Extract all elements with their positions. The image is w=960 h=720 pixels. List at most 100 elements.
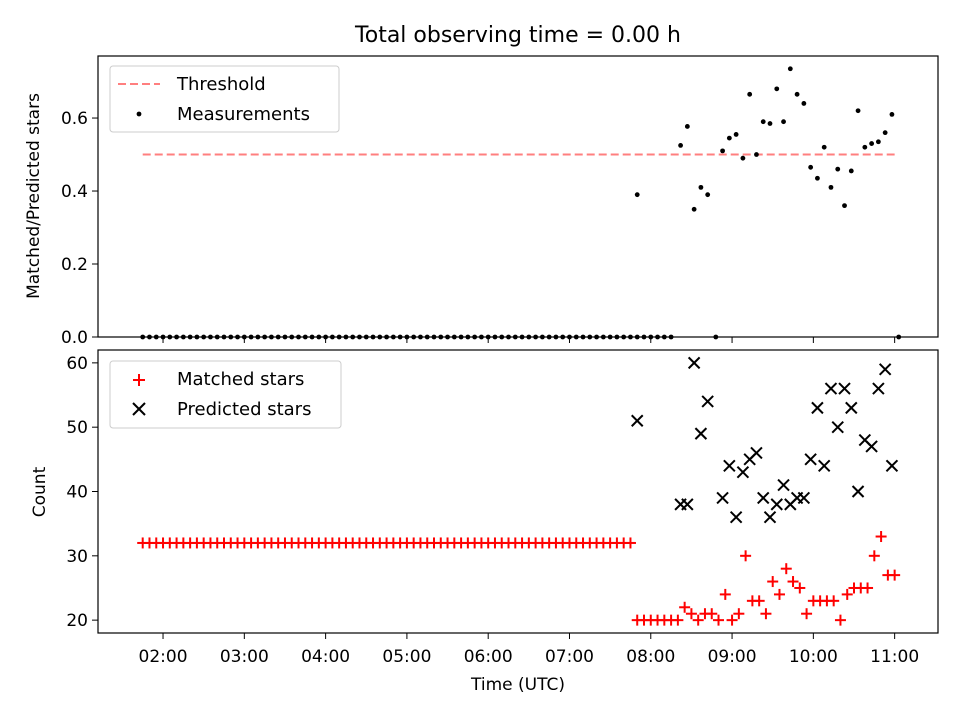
top-y-tick-label: 0.2 [61,255,88,275]
x-tick-label: 09:00 [708,647,757,667]
predicted-star-marker [631,414,644,427]
matched-star-marker [726,614,738,626]
top-legend: Threshold Measurements [109,65,340,133]
predicted-star-marker [817,459,831,472]
top-plot: 0.0 0.2 0.4 0.6 Matched/Predicted stars Thr… [24,55,939,348]
matched-star-marker [889,569,901,581]
legend-threshold-label: Threshold [176,74,266,95]
legend-measurements-label: Measurements [177,104,310,125]
measurement-point [815,175,820,181]
x-tick-label: 06:00 [464,647,513,667]
matched-star-marker [733,608,745,620]
measurement-point [875,139,881,145]
measurement-point [801,101,807,106]
measurement-point [747,91,753,97]
matched-star-marker [672,614,684,626]
legend-predicted-swatch [132,402,146,416]
measurement-point [787,66,793,72]
bottom-y-tick-label: 30 [66,547,88,567]
predicted-star-marker [736,465,750,479]
predicted-star-marker [777,478,790,492]
x-tick-label: 07:00 [545,647,594,667]
x-tick-label: 11:00 [870,647,919,667]
top-y-axis-label: Matched/Predicted stars [24,93,44,299]
matched-star-marker [780,563,792,575]
measurement-point [889,111,895,117]
predicted-star-marker [716,491,729,505]
predicted-star-marker [872,382,885,395]
measurement-point [781,119,786,125]
measurement-point [862,144,868,150]
matched-star-marker [862,582,874,594]
measurement-point [842,203,847,209]
matched-star-marker [794,582,806,594]
measurement-point [882,130,888,136]
measurement-point [774,86,780,92]
bottom-legend-box [109,360,342,429]
predicted-star-marker [811,401,824,415]
matched-star-marker [685,608,697,620]
measurement-point [740,155,746,161]
predicted-star-marker [865,440,878,453]
legend-predicted-label: Predicted stars [177,399,311,420]
matched-star-marker [787,576,799,588]
predicted-star-marker [757,491,770,505]
predicted-star-marker [824,382,838,395]
measurement-point [855,108,861,114]
x-tick-label: 05:00 [382,647,431,667]
predicted-star-marker [694,427,708,440]
bottom-y-tick-label: 60 [66,354,88,374]
predicted-star-marker [845,401,858,415]
measurement-point [678,143,683,148]
predicted-star-marker [687,356,701,370]
matched-star-marker [868,550,880,562]
predicted-star-marker [878,363,892,376]
chart-title: Total observing time = 0.00 h [354,23,681,48]
matched-star-marker [740,550,752,562]
matched-star-marker [834,614,846,626]
predicted-star-marker [797,491,811,505]
measurement-point [848,168,854,174]
matched-star-marker [828,595,840,607]
bottom-y-axis-label: Count [30,466,50,517]
measurement-point [754,152,759,157]
bottom-y-tick-label: 20 [66,611,88,631]
predicted-star-marker [729,511,743,524]
matched-star-marker [624,537,636,549]
measurement-point [835,166,841,172]
matched-star-marker [719,588,731,600]
matched-star-marker [706,608,718,620]
x-axis-label: Time (UTC) [470,675,565,695]
top-plot-frame [97,55,939,338]
matched-star-marker [767,576,779,588]
matched-star-marker [773,588,785,600]
measurement-point [705,192,711,198]
matched-star-marker [760,608,772,620]
x-tick-label: 03:00 [220,647,269,667]
measurement-point [720,148,725,154]
measurement-point [794,91,800,97]
measurement-point [828,184,834,190]
predicted-star-marker [750,446,763,460]
top-y-tick-label: 0.6 [61,109,88,129]
top-legend-box [109,65,340,133]
x-tick-label: 08:00 [626,647,675,667]
matched-star-marker [801,608,813,620]
measurement-point [869,141,875,146]
x-tick-label: 04:00 [301,647,350,667]
top-y-tick-label: 0.0 [61,328,88,348]
predicted-star-marker [831,420,844,434]
matched-star-marker [753,595,765,607]
predicted-star-marker [681,498,694,511]
measurement-point [684,124,690,129]
predicted-star-marker [770,498,783,511]
measurement-point [767,121,773,126]
predicted-star-marker [804,453,817,466]
top-y-tick-label: 0.4 [61,182,88,202]
predicted-star-marker [701,395,714,408]
legend-matched-swatch [133,374,145,386]
predicted-star-marker [763,511,777,524]
measurement-point [821,144,827,150]
legend-measurements-swatch [136,111,142,117]
